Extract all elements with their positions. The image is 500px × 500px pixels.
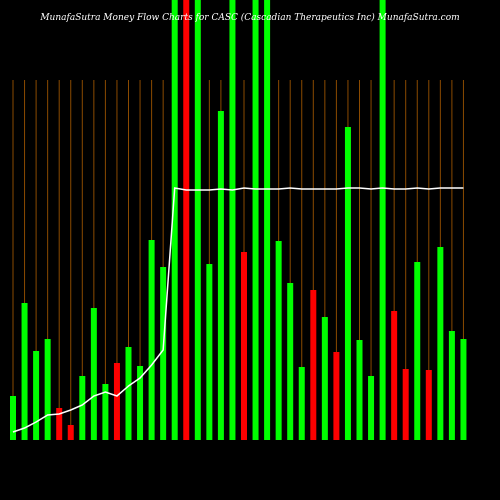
bar xyxy=(241,252,247,440)
bar xyxy=(425,370,432,440)
bar xyxy=(252,0,259,440)
bar xyxy=(356,340,363,440)
bar xyxy=(217,111,224,440)
bar xyxy=(333,352,340,440)
bar xyxy=(79,376,86,440)
bar xyxy=(10,396,16,440)
bar xyxy=(298,367,305,440)
bar xyxy=(321,317,328,440)
bar xyxy=(44,339,51,440)
bar xyxy=(102,384,109,440)
bar xyxy=(183,0,190,440)
bar xyxy=(194,0,201,440)
bar xyxy=(148,240,155,440)
bar xyxy=(113,363,120,440)
bar xyxy=(287,283,294,440)
bar xyxy=(448,331,455,440)
bar xyxy=(160,267,167,440)
bar xyxy=(402,369,409,440)
bar xyxy=(67,425,74,440)
bar xyxy=(437,247,444,440)
money-flow-line xyxy=(12,187,464,433)
bar xyxy=(125,347,132,440)
bar xyxy=(310,290,317,440)
bar xyxy=(206,264,213,440)
bar xyxy=(414,262,421,440)
bar xyxy=(56,408,63,440)
bar xyxy=(21,303,28,440)
bar xyxy=(33,351,40,440)
bar xyxy=(90,308,97,440)
chart-title: MunafaSutra Money Flow Charts for CASC (… xyxy=(39,12,459,23)
plot xyxy=(10,0,467,440)
bar xyxy=(460,339,467,440)
bar xyxy=(137,366,144,440)
bar xyxy=(379,0,386,440)
bar xyxy=(229,0,236,440)
bar xyxy=(264,0,271,440)
bar xyxy=(171,0,178,440)
bar xyxy=(368,376,375,440)
bar xyxy=(344,127,351,440)
bar xyxy=(391,311,398,440)
bar xyxy=(275,241,282,440)
